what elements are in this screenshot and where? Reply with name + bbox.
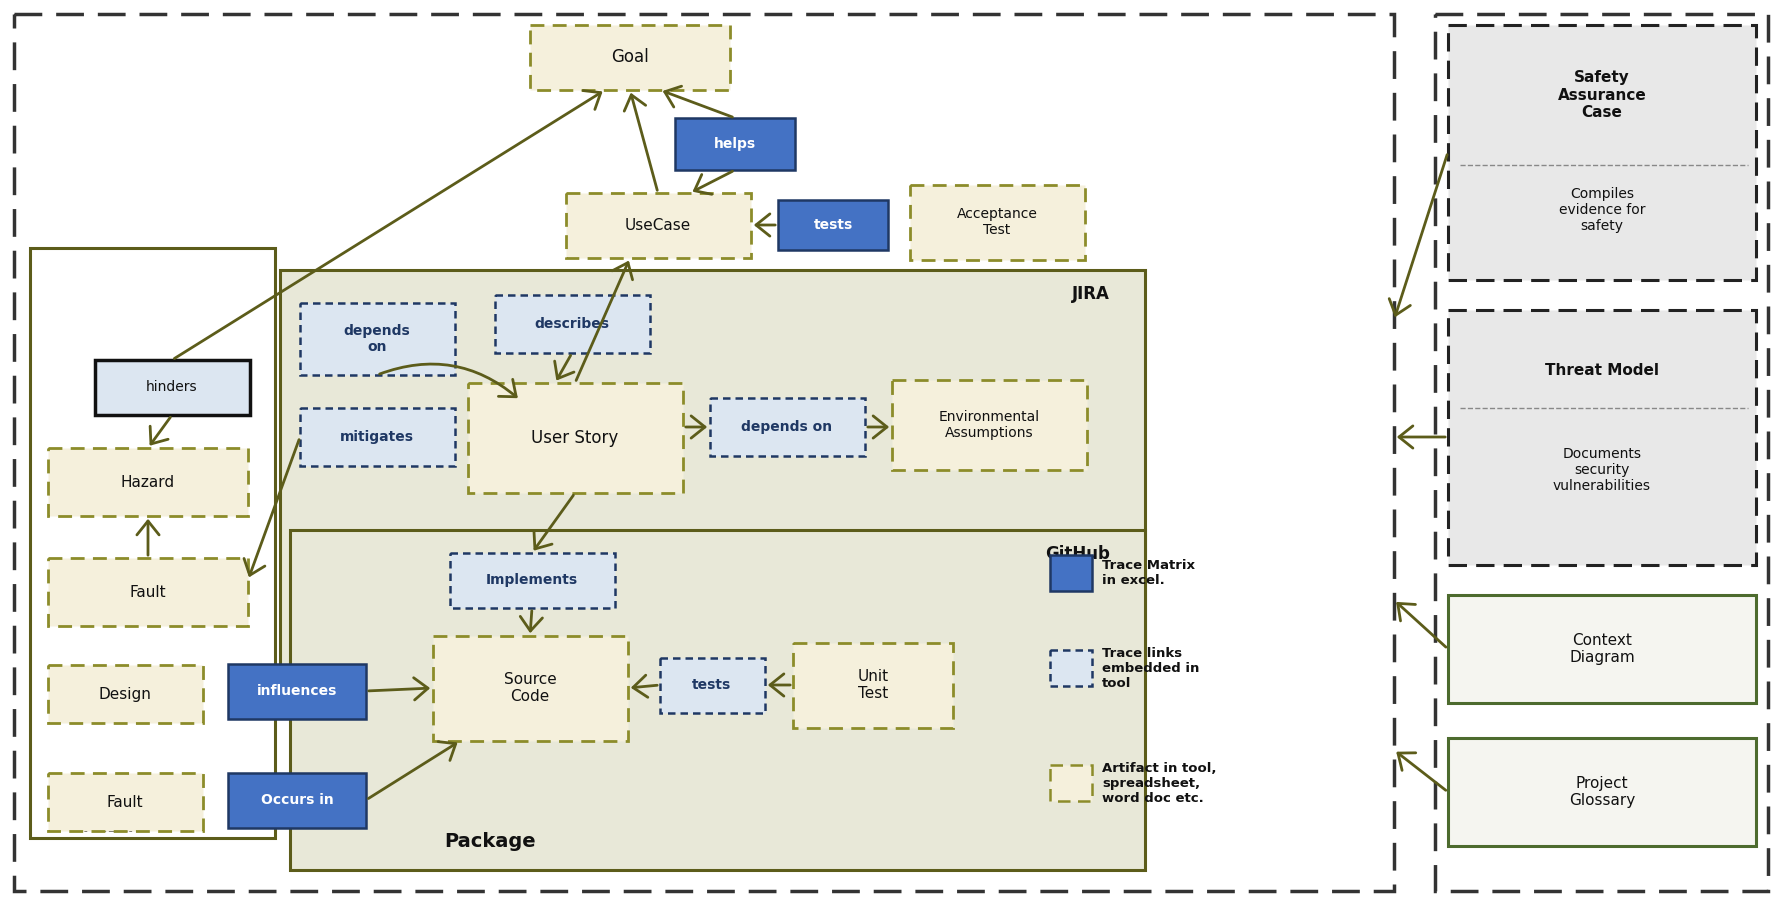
FancyBboxPatch shape [495,295,650,353]
Text: Goal: Goal [611,48,649,66]
FancyBboxPatch shape [299,303,454,375]
FancyBboxPatch shape [529,25,731,90]
Text: UseCase: UseCase [625,217,691,233]
Text: Fault: Fault [107,795,143,809]
Text: tests: tests [813,218,852,232]
Text: Hazard: Hazard [121,474,175,490]
Text: Project
Glossary: Project Glossary [1568,776,1636,808]
Text: User Story: User Story [531,429,618,447]
FancyBboxPatch shape [48,773,203,831]
Text: Artifact in tool,
spreadsheet,
word doc etc.: Artifact in tool, spreadsheet, word doc … [1101,761,1217,805]
FancyBboxPatch shape [793,643,953,728]
Text: Unit
Test: Unit Test [857,669,889,701]
Text: Fault: Fault [130,585,166,599]
Text: depends
on: depends on [344,324,410,354]
FancyBboxPatch shape [779,200,887,250]
FancyBboxPatch shape [1449,595,1755,703]
Text: Design: Design [98,687,151,701]
Text: Safety
Assurance
Case: Safety Assurance Case [1557,70,1647,119]
FancyBboxPatch shape [911,185,1085,260]
Text: Source
Code: Source Code [504,672,556,704]
FancyBboxPatch shape [1449,310,1755,565]
FancyBboxPatch shape [48,665,203,723]
FancyBboxPatch shape [30,248,274,838]
Text: depends on: depends on [741,420,832,434]
Text: JIRA: JIRA [1073,285,1110,303]
FancyBboxPatch shape [1050,555,1092,591]
FancyBboxPatch shape [659,658,764,713]
FancyBboxPatch shape [451,553,615,608]
Text: Package: Package [444,832,536,851]
FancyBboxPatch shape [94,360,249,415]
FancyBboxPatch shape [48,558,248,626]
Text: hinders: hinders [146,380,198,394]
Text: GitHub: GitHub [1044,545,1110,563]
FancyBboxPatch shape [893,380,1087,470]
Text: Environmental
Assumptions: Environmental Assumptions [939,410,1039,440]
Text: Implements: Implements [486,573,577,587]
FancyBboxPatch shape [433,636,627,741]
FancyBboxPatch shape [567,193,750,258]
Text: Documents
security
vulnerabilities: Documents security vulnerabilities [1552,447,1650,493]
FancyBboxPatch shape [1050,765,1092,801]
Text: Context
Diagram: Context Diagram [1570,633,1634,665]
FancyBboxPatch shape [1435,14,1768,891]
Text: Threat Model: Threat Model [1545,363,1659,377]
Text: Trace Matrix
in excel.: Trace Matrix in excel. [1101,559,1196,587]
Text: influences: influences [257,684,337,698]
FancyBboxPatch shape [1449,25,1755,280]
Text: FMECA: FMECA [84,820,143,835]
Text: Acceptance
Test: Acceptance Test [957,207,1037,237]
Text: describes: describes [535,317,609,331]
Text: Compiles
evidence for
safety: Compiles evidence for safety [1559,186,1645,233]
FancyBboxPatch shape [1050,650,1092,686]
FancyBboxPatch shape [228,773,365,828]
FancyBboxPatch shape [280,270,1146,670]
Text: helps: helps [715,137,756,151]
Text: Trace links
embedded in
tool: Trace links embedded in tool [1101,646,1199,690]
FancyBboxPatch shape [469,383,683,493]
FancyBboxPatch shape [14,14,1394,891]
FancyBboxPatch shape [1449,738,1755,846]
Text: tests: tests [693,678,732,692]
FancyBboxPatch shape [228,664,365,719]
FancyBboxPatch shape [290,530,1146,870]
FancyBboxPatch shape [709,398,864,456]
FancyBboxPatch shape [675,118,795,170]
Text: Occurs in: Occurs in [260,793,333,807]
Text: mitigates: mitigates [340,430,413,444]
FancyBboxPatch shape [48,448,248,516]
FancyBboxPatch shape [299,408,454,466]
